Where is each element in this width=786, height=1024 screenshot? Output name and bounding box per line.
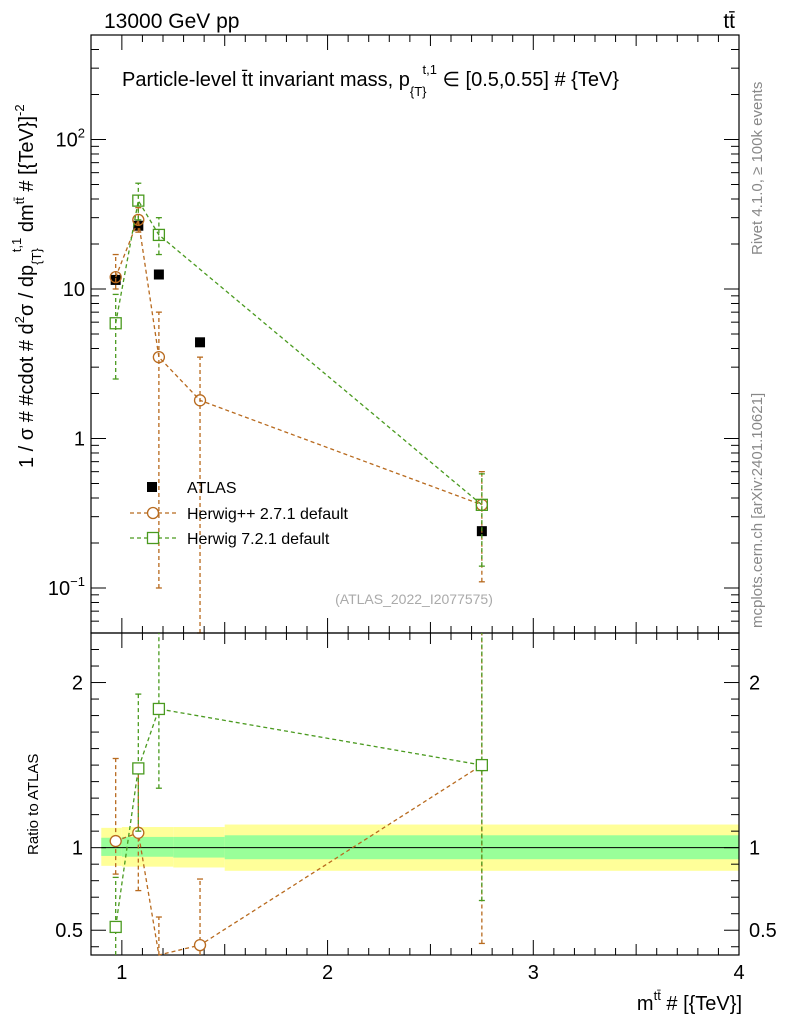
ratio-point-herwig7	[109, 920, 122, 934]
main-ylabel: 1 / σ # #cdot # d2σ / dp{T}t,1 dmtt̄ # […	[9, 104, 44, 468]
ratio-series	[109, 633, 489, 956]
energy-label: 13000 GeV pp	[104, 10, 239, 33]
data-point-atlas	[153, 269, 164, 280]
y-tick-label: 10	[63, 279, 85, 301]
y-tick-label: 10−1	[48, 574, 85, 600]
main-title: Particle-level t̄t invariant mass, p{T}t…	[122, 62, 619, 99]
ratio-point-herwigpp	[109, 834, 122, 848]
ratio-frame	[90, 632, 740, 956]
x-tick-label: 4	[733, 962, 744, 984]
ratio-ticks: 0.5 0.5 1 1 2 2 1 2 3 4	[55, 633, 777, 984]
series-line-1	[115, 217, 483, 506]
ratio-y-tick-label-right: 1	[749, 838, 760, 860]
data-point-herwig7	[132, 194, 145, 207]
legend-marker-herwig7	[146, 531, 160, 545]
ratio-band-inner	[121, 836, 174, 857]
legend-label-atlas: ATLAS	[187, 480, 237, 497]
process-label: tt̄	[723, 10, 735, 33]
ratio-y-tick-label-left: 1	[72, 838, 83, 860]
ratio-y-tick-label-right: 2	[749, 673, 760, 695]
ratio-point-herwigpp	[193, 938, 207, 952]
data-point-herwig7	[475, 498, 489, 511]
x-tick-label: 2	[322, 962, 333, 984]
analysis-watermark: (ATLAS_2022_I2077575)	[335, 591, 493, 607]
ratio-point-herwig7	[132, 762, 145, 775]
mcplots-label: mcplots.cern.ch [arXiv:2401.10621]	[749, 393, 766, 628]
ratio-bands	[101, 824, 739, 871]
data-point-herwigpp	[132, 213, 145, 227]
data-point-herwigpp	[152, 351, 166, 364]
main-ticks: 10−1 1 10 102	[48, 34, 739, 634]
legend-label-herwigpp: Herwig++ 2.7.1 default	[187, 506, 349, 523]
ratio-y-tick-label-left: 2	[72, 673, 83, 695]
data-point-herwig7	[152, 228, 166, 242]
series-line-2	[115, 198, 483, 506]
ratio-panel: 0.5 0.5 1 1 2 2 1 2 3 4 Ratio to ATLAS mtt̄ # [{T…	[25, 632, 777, 1015]
ratio-point-herwig7	[152, 702, 166, 716]
ratio-point-herwig7	[475, 758, 489, 772]
y-tick-label: 102	[56, 125, 85, 151]
ratio-line-1	[115, 708, 482, 928]
legend-label-herwig7: Herwig 7.2.1 default	[187, 531, 330, 548]
ratio-y-tick-label-left: 0.5	[55, 920, 83, 942]
legend-marker-atlas	[147, 482, 157, 492]
data-point-herwigpp	[193, 394, 207, 407]
legend-marker-herwigpp	[146, 506, 160, 520]
data-point-herwig7	[109, 317, 122, 330]
legend: ATLAS Herwig++ 2.7.1 default Herwig 7.2.…	[130, 480, 349, 548]
main-series	[109, 182, 489, 634]
data-point-atlas	[195, 337, 206, 348]
ratio-xlabel: mtt̄ # [{TeV}]	[637, 988, 742, 1015]
data-point-herwigpp	[109, 271, 122, 284]
ratio-ylabel: Ratio to ATLAS	[25, 754, 42, 855]
y-tick-label: 1	[74, 428, 85, 450]
ratio-y-tick-label-right: 0.5	[749, 920, 777, 942]
x-tick-label: 3	[528, 962, 539, 984]
main-panel: 10−1 1 10 102 Particle-level t̄t invariant …	[9, 34, 740, 634]
rivet-label: Rivet 4.1.0, ≥ 100k events	[749, 82, 766, 255]
x-tick-label: 1	[116, 962, 127, 984]
